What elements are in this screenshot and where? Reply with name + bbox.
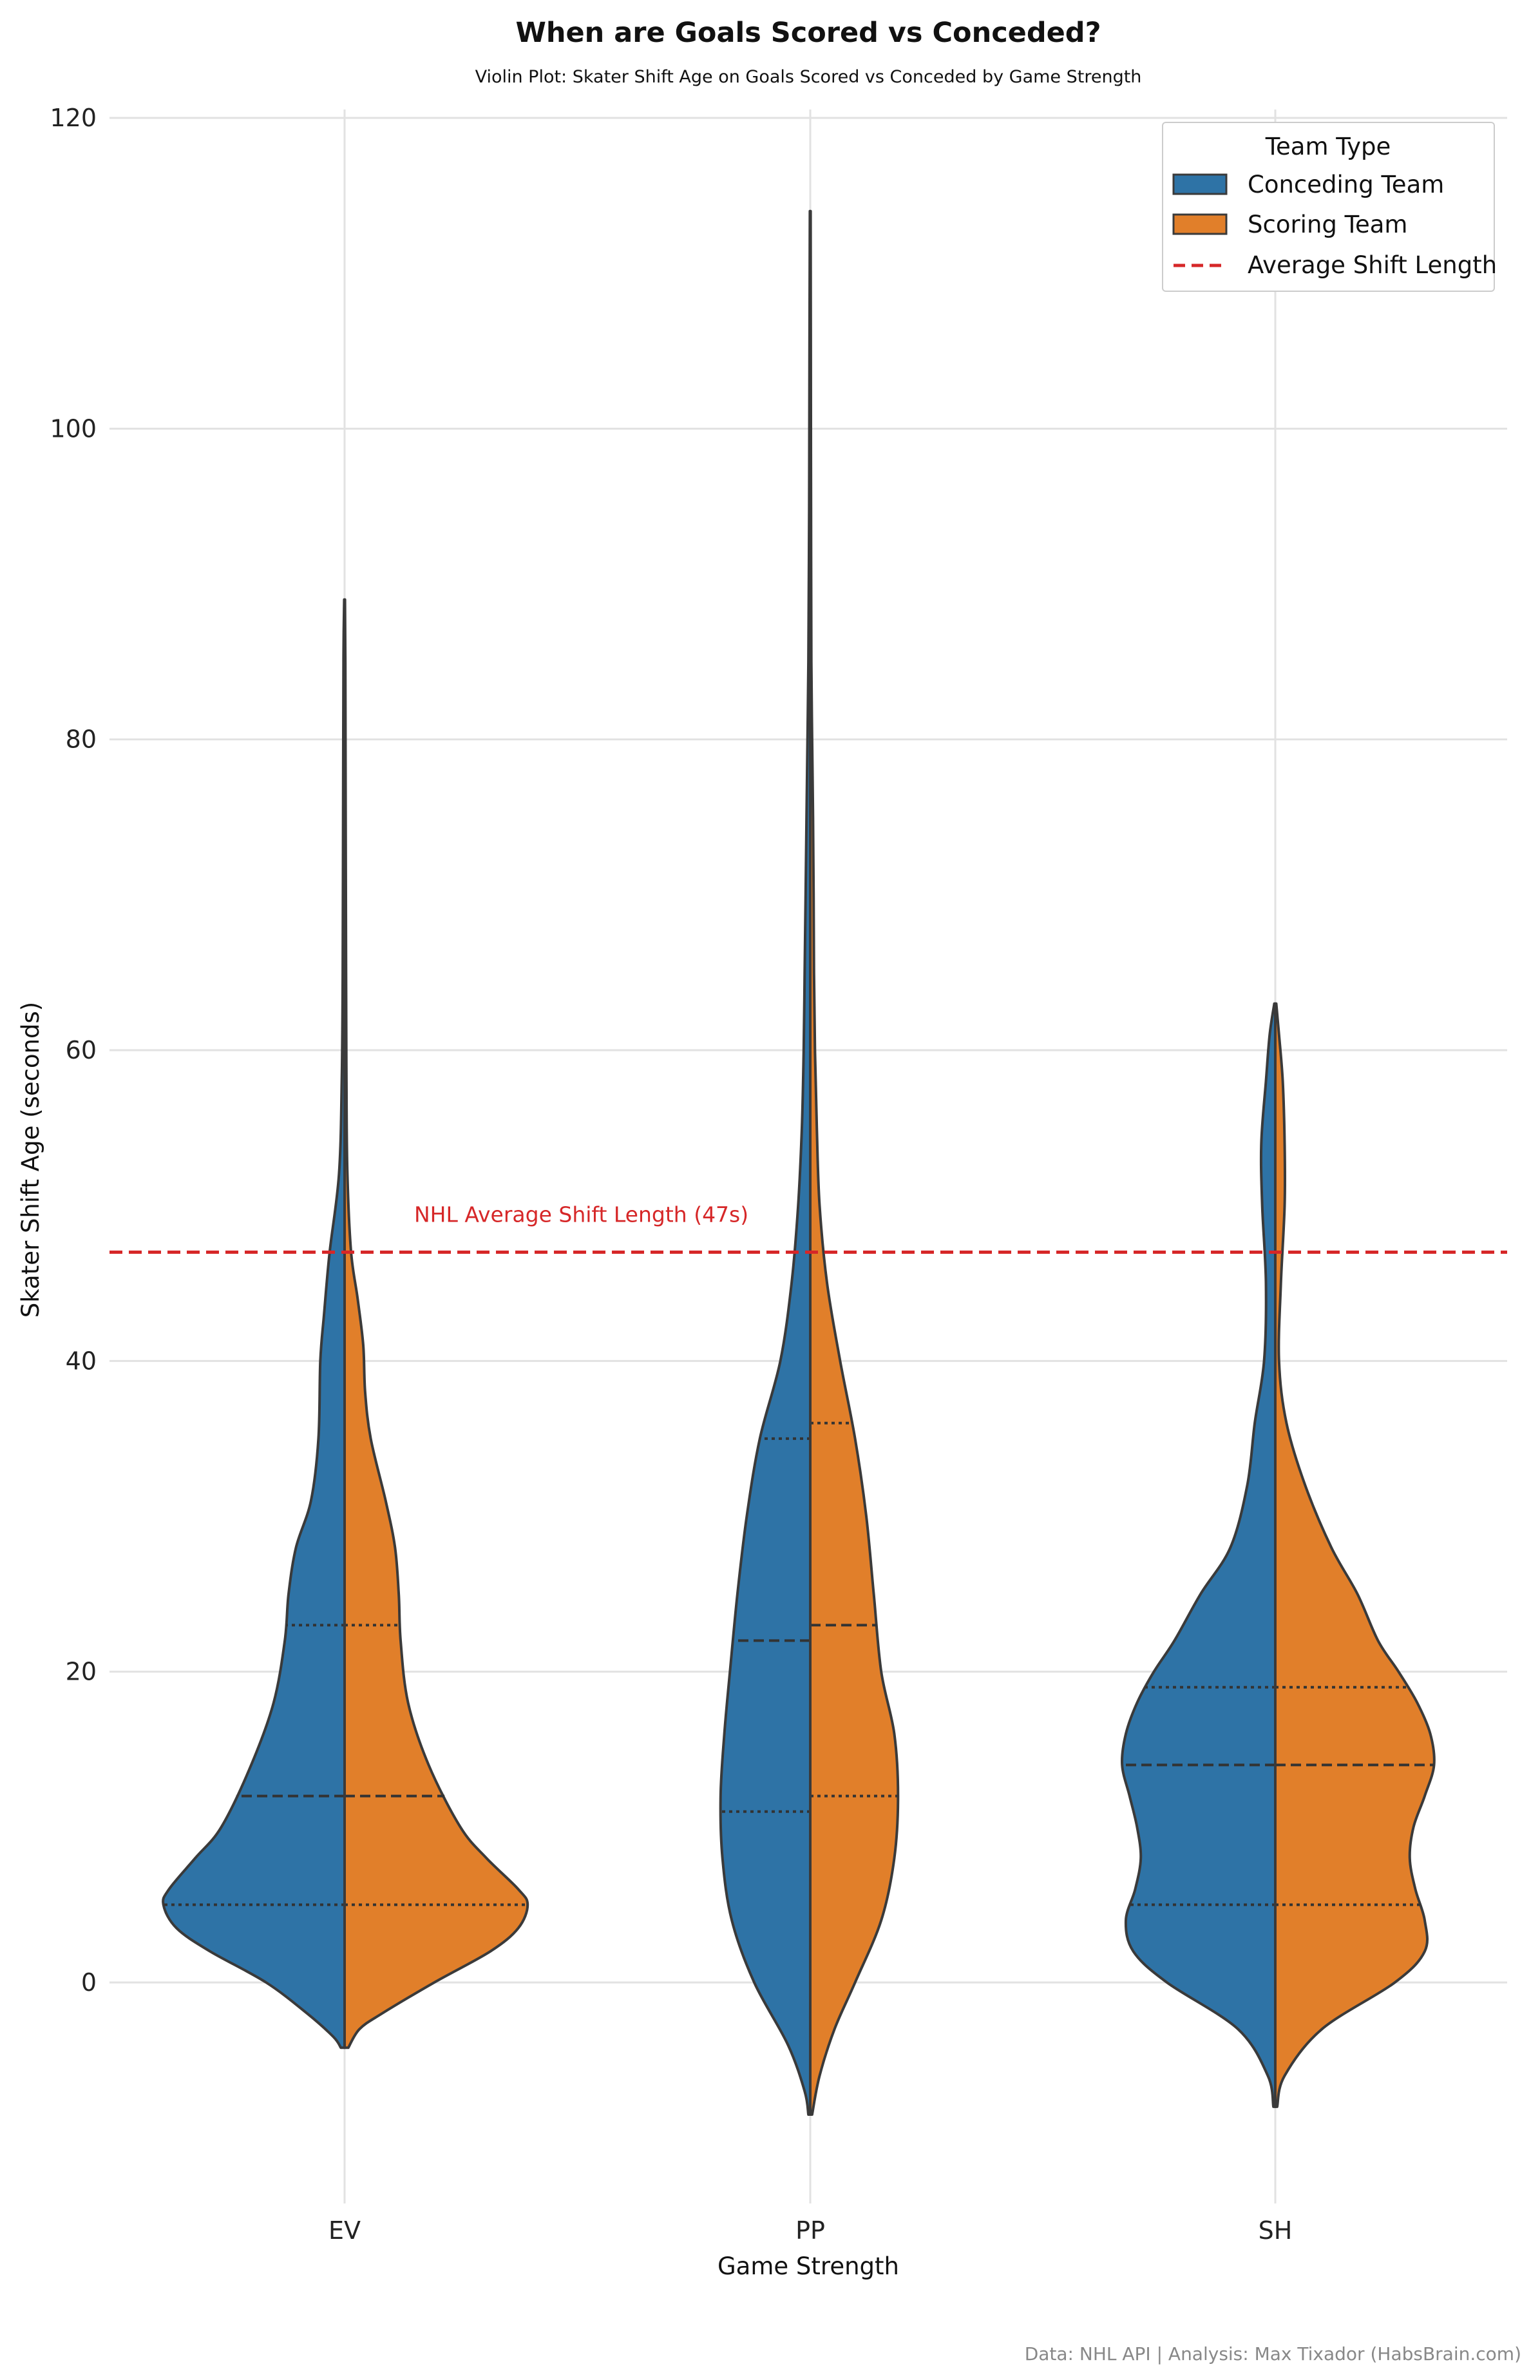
footer-credit: Data: NHL API | Analysis: Max Tixador (H… [1025,2343,1521,2365]
violin-conceding-pp [719,209,812,2116]
legend: Team Type Conceding Team Scoring Team Av… [1162,122,1497,292]
x-axis-label: Game Strength [718,2252,899,2280]
chart-subtitle: Violin Plot: Skater Shift Age on Goals S… [475,67,1142,87]
y-tick-label: 20 [66,1658,97,1686]
y-axis-label: Skater Shift Age (seconds) [17,1002,44,1318]
y-tick-label: 120 [50,104,97,132]
y-tick-label: 80 [66,725,97,754]
legend-swatch-scoring [1172,213,1228,235]
legend-title: Team Type [1265,133,1391,160]
legend-swatch-conceding [1172,173,1228,195]
legend-box [1162,122,1495,292]
reference-line-label: NHL Average Shift Length (47s) [414,1202,748,1227]
x-axis-ticks: EV PP SH [328,2216,1292,2245]
violin-scoring-ev [343,598,529,2049]
y-tick-label: 40 [66,1347,97,1375]
y-tick-label: 0 [81,1968,97,1997]
y-tick-label: 100 [50,414,97,443]
chart-title: When are Goals Scored vs Conceded? [515,17,1101,49]
y-tick-label: 60 [66,1036,97,1064]
legend-label-average: Average Shift Length [1248,251,1497,279]
legend-label-conceding: Conceding Team [1248,171,1444,198]
x-tick-label: EV [328,2216,361,2245]
violin-conceding-ev [162,598,346,2049]
violin-scoring-sh [1274,1002,1436,2108]
x-tick-label: SH [1259,2216,1293,2245]
y-axis-ticks: 0 20 40 60 80 100 120 [50,104,97,1997]
legend-label-scoring: Scoring Team [1248,211,1407,238]
x-tick-label: PP [795,2216,825,2245]
violins [162,209,1436,2116]
violin-conceding-sh [1121,1002,1277,2108]
